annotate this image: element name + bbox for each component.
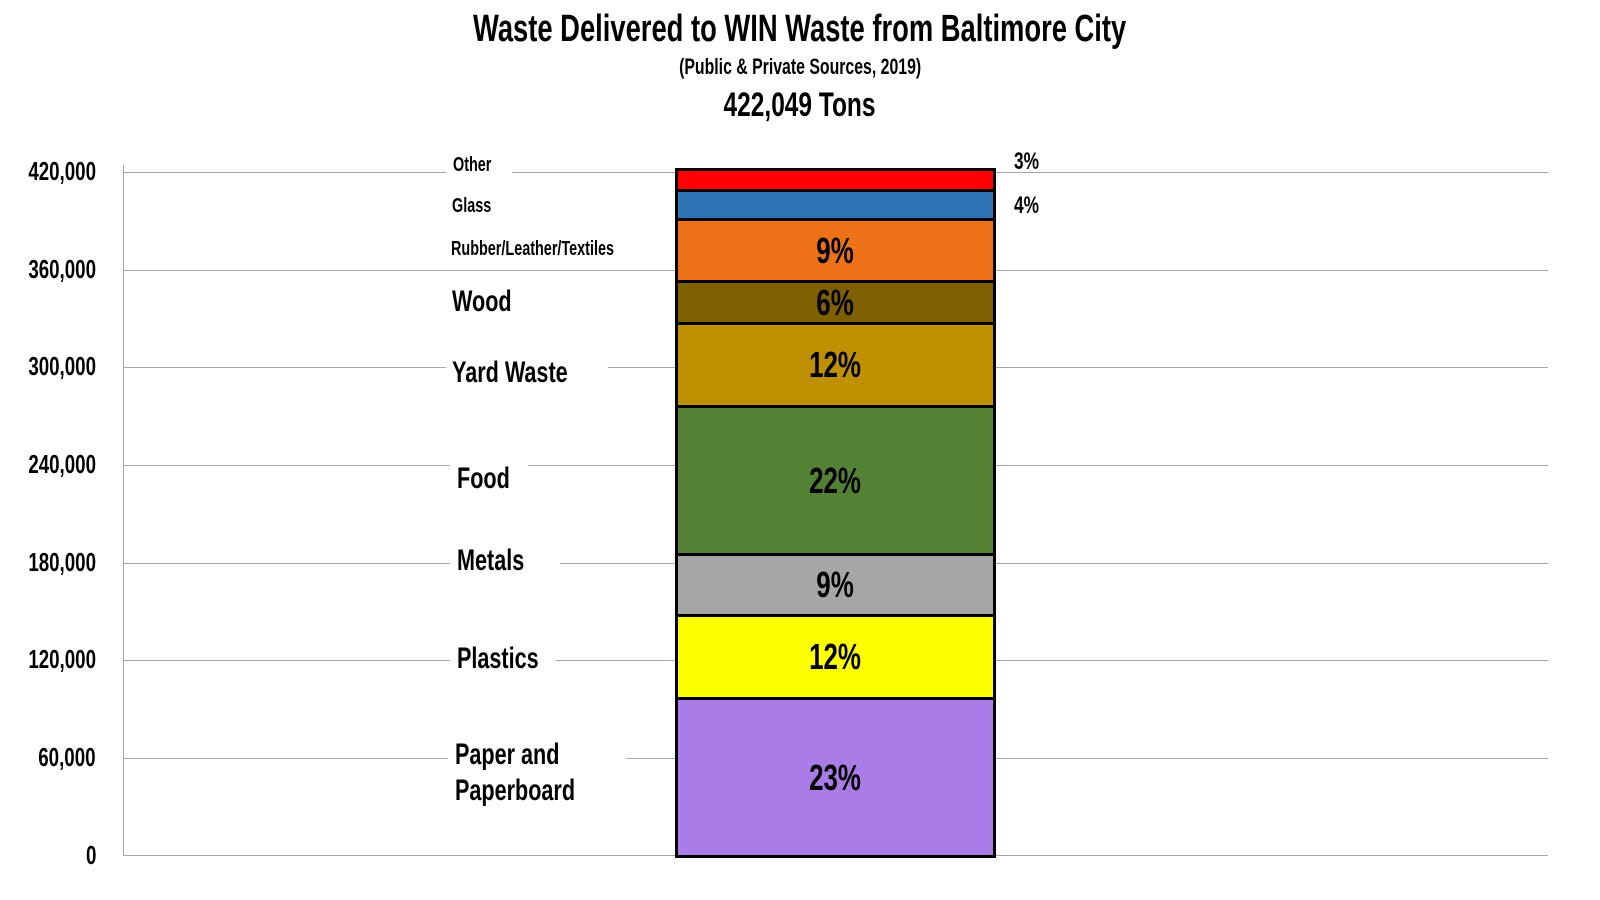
y-tick-label: 180,000 xyxy=(28,547,96,577)
y-tick-label: 60,000 xyxy=(38,742,96,772)
category-label-rubber-leather-textiles: Rubber/Leather/Textiles xyxy=(451,238,614,260)
category-label-metals: Metals xyxy=(457,544,525,577)
category-label-glass: Glass xyxy=(452,195,492,217)
percent-label-other: 3% xyxy=(1014,148,1039,175)
label-mask xyxy=(448,736,626,812)
category-label-wood: Wood xyxy=(452,285,512,318)
y-tick-label: 240,000 xyxy=(28,449,96,479)
chart-subtitle: (Public & Private Sources, 2019) xyxy=(678,54,922,79)
segment-metals[interactable]: 9% xyxy=(675,553,996,617)
segment-yard-waste[interactable]: 12% xyxy=(675,322,996,408)
percent-label-glass: 4% xyxy=(1014,192,1039,219)
segment-paper-and-paperboard[interactable]: 23% xyxy=(675,697,996,858)
segment-food[interactable]: 22% xyxy=(675,405,996,556)
segment-plastics[interactable]: 12% xyxy=(675,614,996,700)
label-mask xyxy=(446,352,608,392)
category-label-paper-and-paperboard: Paper and Paperboard xyxy=(455,738,576,807)
percent-label: 6% xyxy=(816,281,855,323)
y-tick-label: 120,000 xyxy=(28,644,96,674)
y-tick-label: 0 xyxy=(85,840,96,870)
segment-wood[interactable]: 6% xyxy=(675,280,996,325)
percent-label: 12% xyxy=(809,636,862,677)
y-tick-label: 420,000 xyxy=(28,156,96,186)
label-mask xyxy=(450,543,560,583)
percent-label: 23% xyxy=(809,756,862,798)
segment-rubber-leather-textiles[interactable]: 9% xyxy=(675,218,996,283)
y-axis-line xyxy=(123,165,124,856)
category-label-yard-waste: Yard Waste xyxy=(452,356,568,389)
percent-label: 12% xyxy=(809,344,862,385)
percent-label: 9% xyxy=(816,564,855,605)
chart-title: Waste Delivered to WIN Waste from Baltim… xyxy=(473,8,1127,50)
label-mask xyxy=(446,150,512,182)
label-mask xyxy=(450,455,528,499)
segment-glass[interactable] xyxy=(675,189,996,221)
category-label-food: Food xyxy=(457,462,510,495)
label-mask xyxy=(446,236,660,264)
percent-label: 9% xyxy=(816,229,855,271)
chart-total: 422,049 Tons xyxy=(724,86,876,124)
y-tick-label: 300,000 xyxy=(28,351,96,381)
label-mask xyxy=(450,640,556,680)
category-label-other: Other xyxy=(453,154,492,176)
category-label-plastics: Plastics xyxy=(457,642,539,675)
y-tick-label: 360,000 xyxy=(28,254,96,284)
percent-label: 22% xyxy=(809,459,862,501)
